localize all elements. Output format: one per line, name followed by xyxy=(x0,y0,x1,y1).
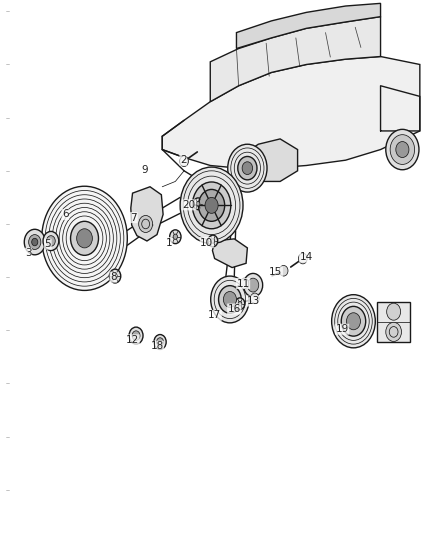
Polygon shape xyxy=(237,139,297,181)
Text: 10: 10 xyxy=(200,238,213,247)
Circle shape xyxy=(223,292,237,308)
Circle shape xyxy=(24,229,45,255)
Circle shape xyxy=(170,230,181,244)
Circle shape xyxy=(132,331,140,341)
Circle shape xyxy=(205,197,218,213)
Text: 5: 5 xyxy=(45,239,51,249)
Text: 1: 1 xyxy=(166,238,172,247)
Circle shape xyxy=(240,278,249,289)
Circle shape xyxy=(113,273,117,279)
Polygon shape xyxy=(131,187,163,241)
Text: 2: 2 xyxy=(180,155,187,165)
Circle shape xyxy=(211,276,249,323)
Circle shape xyxy=(298,253,307,264)
Circle shape xyxy=(71,221,99,255)
Text: 11: 11 xyxy=(237,279,250,288)
Polygon shape xyxy=(237,3,381,49)
Text: 3: 3 xyxy=(25,248,32,258)
Circle shape xyxy=(387,303,401,320)
Circle shape xyxy=(341,306,366,336)
Circle shape xyxy=(208,235,218,247)
Circle shape xyxy=(180,167,243,244)
Circle shape xyxy=(192,182,231,229)
Text: 17: 17 xyxy=(208,310,221,320)
Text: 20: 20 xyxy=(183,200,196,210)
Polygon shape xyxy=(210,17,381,102)
Circle shape xyxy=(219,286,241,313)
Circle shape xyxy=(228,144,267,192)
Text: 12: 12 xyxy=(126,335,139,345)
Circle shape xyxy=(386,322,402,342)
FancyBboxPatch shape xyxy=(377,302,410,342)
Circle shape xyxy=(139,215,152,232)
Circle shape xyxy=(42,186,127,290)
Circle shape xyxy=(251,293,259,304)
Text: 14: 14 xyxy=(300,252,313,262)
Circle shape xyxy=(332,295,375,348)
Circle shape xyxy=(346,313,360,330)
Circle shape xyxy=(211,239,215,243)
Text: 13: 13 xyxy=(247,296,260,306)
Circle shape xyxy=(110,269,121,283)
Circle shape xyxy=(279,265,288,276)
Circle shape xyxy=(32,238,38,246)
Circle shape xyxy=(386,130,419,169)
Text: 15: 15 xyxy=(269,267,283,277)
Text: 7: 7 xyxy=(131,213,137,223)
Circle shape xyxy=(129,327,143,344)
Circle shape xyxy=(77,229,92,248)
Text: 8: 8 xyxy=(110,272,117,282)
Circle shape xyxy=(154,335,166,350)
Polygon shape xyxy=(162,56,420,168)
Circle shape xyxy=(198,189,225,221)
Circle shape xyxy=(43,231,59,251)
Text: 18: 18 xyxy=(150,341,164,351)
Circle shape xyxy=(235,298,245,310)
Circle shape xyxy=(180,156,188,166)
Circle shape xyxy=(238,157,257,180)
Circle shape xyxy=(196,201,200,206)
Circle shape xyxy=(242,162,253,174)
Text: 9: 9 xyxy=(141,165,148,175)
Circle shape xyxy=(396,142,409,158)
Circle shape xyxy=(193,198,203,209)
Circle shape xyxy=(156,338,163,346)
Text: 6: 6 xyxy=(62,209,69,220)
Circle shape xyxy=(247,278,259,292)
Circle shape xyxy=(244,273,263,297)
Circle shape xyxy=(28,235,41,249)
Circle shape xyxy=(390,135,415,165)
Text: 19: 19 xyxy=(336,324,349,334)
Polygon shape xyxy=(212,239,247,268)
Circle shape xyxy=(173,234,177,239)
Text: 16: 16 xyxy=(228,304,241,314)
Circle shape xyxy=(238,302,242,306)
Circle shape xyxy=(46,236,55,246)
